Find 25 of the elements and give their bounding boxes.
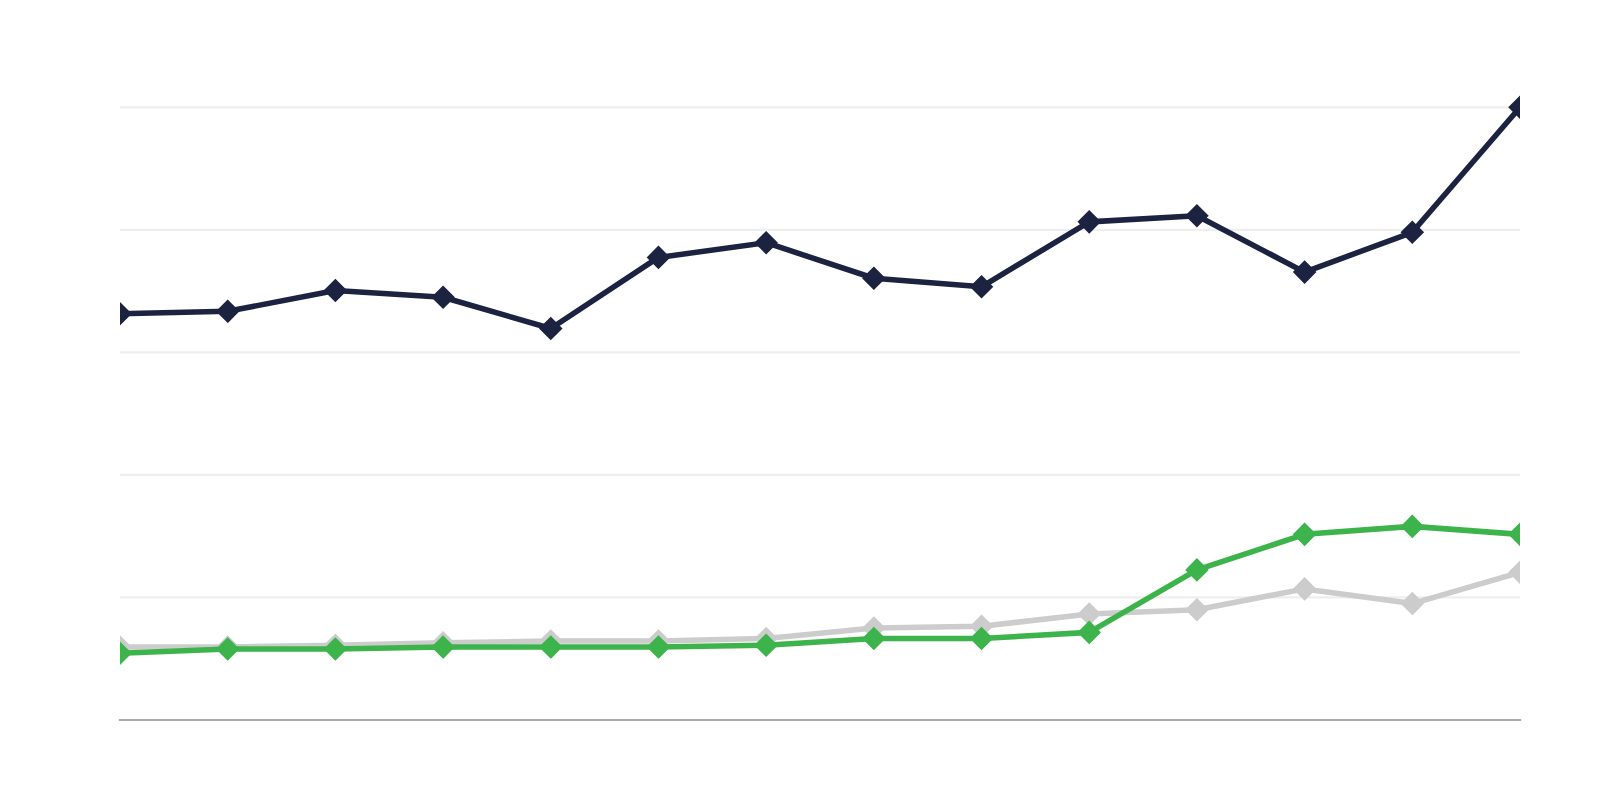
point (539, 317, 562, 340)
point (1078, 621, 1101, 644)
point (647, 246, 670, 269)
point (1185, 558, 1209, 582)
point (1185, 204, 1209, 227)
point (1401, 592, 1424, 615)
point (1078, 210, 1101, 234)
point (862, 627, 886, 650)
point (970, 627, 993, 650)
point (1293, 260, 1316, 284)
point (970, 275, 993, 299)
point (862, 267, 886, 290)
point (1293, 577, 1316, 601)
point (754, 634, 778, 657)
point (324, 279, 347, 302)
point (1293, 523, 1316, 546)
point (1401, 515, 1424, 538)
point (754, 231, 778, 254)
point (431, 286, 455, 309)
point (539, 635, 562, 659)
point (1078, 602, 1101, 626)
point (1185, 598, 1209, 621)
point (1401, 221, 1424, 244)
point (647, 635, 670, 659)
point (216, 300, 239, 323)
